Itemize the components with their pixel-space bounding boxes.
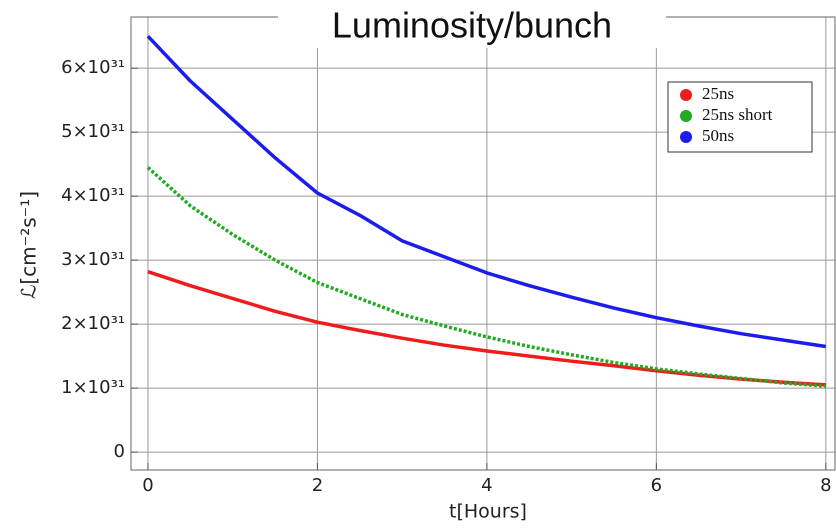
series-line	[146, 166, 826, 388]
y-tick-label: 5×10³¹	[61, 121, 125, 142]
legend-label: 50ns	[702, 126, 734, 145]
chart-title: Luminosity/bunch	[332, 5, 612, 46]
x-tick-label: 0	[142, 475, 153, 496]
title-backdrop	[278, 4, 666, 48]
series-line	[146, 34, 827, 349]
x-tick-label: 6	[651, 475, 662, 496]
y-tick-label: 2×10³¹	[61, 313, 125, 334]
y-tick-label: 1×10³¹	[61, 377, 125, 398]
legend-label: 25ns	[702, 84, 734, 103]
x-tick-label: 2	[312, 475, 323, 496]
series-line	[147, 270, 826, 387]
y-axis-label: ℒ[cm⁻²s⁻¹]	[17, 191, 41, 299]
y-tick-label: 0	[114, 441, 125, 462]
legend-label: 25ns short	[702, 105, 773, 124]
y-tick-label: 6×10³¹	[61, 57, 125, 78]
legend-box	[667, 81, 813, 153]
legend-marker	[680, 110, 692, 122]
x-tick-label: 8	[820, 475, 831, 496]
legend-marker	[680, 89, 692, 101]
y-tick-label: 4×10³¹	[61, 185, 125, 206]
x-axis-label: t[Hours]	[449, 501, 527, 523]
y-tick-label: 3×10³¹	[61, 249, 125, 270]
x-tick-label: 4	[481, 475, 492, 496]
legend-marker	[680, 131, 692, 143]
